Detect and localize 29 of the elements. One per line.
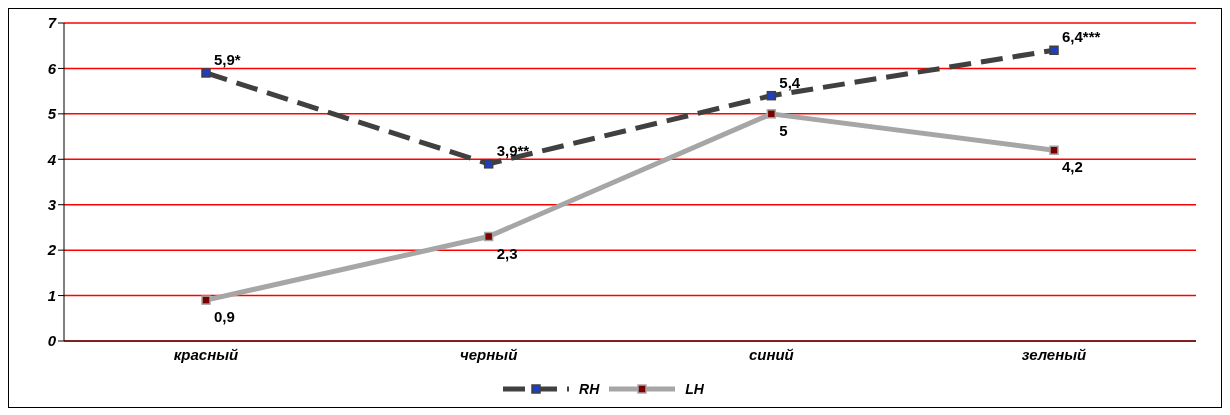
x-tick-label: синий xyxy=(748,345,794,363)
point xyxy=(483,231,494,242)
y-tick-label: 3 xyxy=(47,196,57,214)
y-tick-label: 0 xyxy=(47,332,57,350)
point xyxy=(766,90,777,101)
data-label: 3,9** xyxy=(496,141,530,159)
point xyxy=(1049,145,1059,155)
point xyxy=(766,109,777,119)
y-tick-label: 2 xyxy=(46,241,57,259)
x-tick-label: черный xyxy=(460,345,518,363)
x-tick-label: зеленый xyxy=(1021,345,1087,363)
data-label: 5,4 xyxy=(779,73,801,91)
point xyxy=(201,295,211,305)
point xyxy=(201,68,211,78)
y-tick-label: 5 xyxy=(47,105,57,123)
data-label: 4,2 xyxy=(1062,158,1083,176)
y-tick-label: 1 xyxy=(47,286,56,304)
data-label: 5,9* xyxy=(214,50,241,68)
point xyxy=(1049,45,1059,56)
y-tick-label: 4 xyxy=(46,150,57,168)
x-tick-label: красный xyxy=(173,345,239,363)
data-label: 0,9 xyxy=(214,308,235,326)
point xyxy=(483,159,494,169)
y-tick-label: 6 xyxy=(47,59,57,77)
y-tick-label: 7 xyxy=(47,14,57,32)
legend-label: RH xyxy=(579,381,600,397)
data-label: 6,4*** xyxy=(1062,28,1101,46)
data-label: 5 xyxy=(779,121,788,139)
legend-label: LH xyxy=(685,381,704,397)
